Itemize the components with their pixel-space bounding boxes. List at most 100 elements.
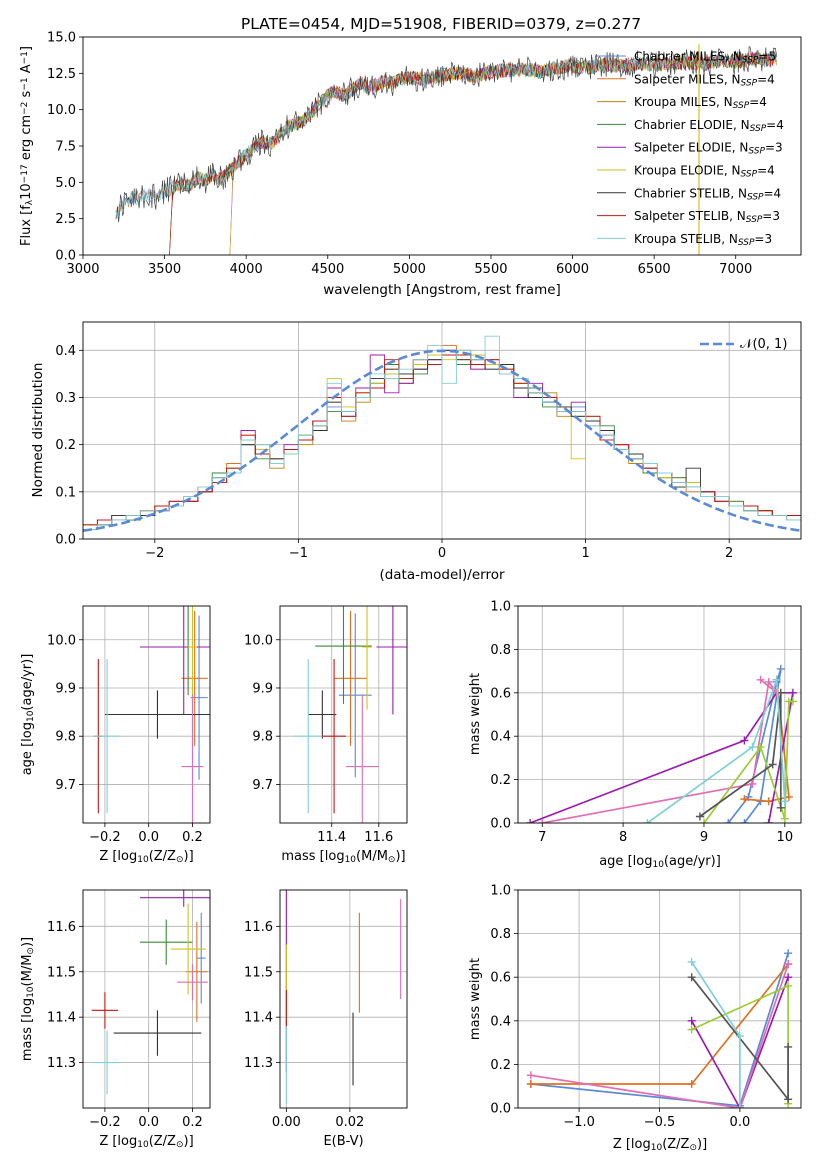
legend-label-part: =5 — [758, 50, 776, 64]
spectrum-line — [115, 52, 777, 220]
y-tick-label: 11.4 — [244, 1011, 273, 1026]
y-axis-label-part: age [log — [20, 722, 35, 775]
x-axis-label-part: Z [log — [99, 849, 137, 864]
x-tick-label: 0 — [438, 546, 446, 561]
x-tick-label: 7000 — [719, 262, 752, 277]
y-axis-label-part: −1 — [20, 77, 30, 90]
legend-label-part: =4 — [766, 118, 784, 132]
x-axis-label-part: ⊙ — [689, 1143, 697, 1153]
y-axis-label-part: −17 — [20, 164, 30, 183]
weight-marker — [724, 819, 733, 823]
weight-marker — [687, 1025, 696, 1034]
weight-marker — [538, 819, 547, 823]
y-tick-label: 0.0 — [55, 249, 76, 264]
x-axis-label-part: ⊙ — [388, 855, 396, 865]
weight-marker — [788, 697, 797, 706]
x-tick-label: −1.0 — [563, 1115, 595, 1130]
weight-marker — [643, 819, 652, 823]
plot-area — [83, 335, 801, 532]
weight-line — [530, 963, 789, 1108]
weight-marker — [784, 949, 793, 958]
plot-area — [526, 664, 797, 823]
x-axis-label-part: (Z/Z — [149, 1134, 176, 1149]
weight-marker — [780, 797, 789, 806]
y-tick-label: 0.4 — [55, 344, 76, 359]
y-tick-label: 0.8 — [490, 927, 511, 942]
weight-marker — [687, 957, 696, 966]
legend-label-part: =3 — [754, 232, 772, 246]
weight-marker — [695, 812, 704, 821]
y-tick-label: 1.0 — [490, 884, 511, 899]
y-axis-label: mass [log10(M/M⊙)] — [20, 937, 36, 1061]
legend-label: Salpeter ELODIE, NSSP=3 — [634, 141, 783, 157]
y-tick-label: 11.6 — [47, 920, 76, 935]
y-axis-label: mass weight — [468, 673, 483, 755]
y-tick-label: 0.8 — [490, 643, 511, 658]
mass-vs-metallicity-panel: −0.2 0.0 0.211.311.411.511.6Z [log10(Z/Z⊙)… — [20, 889, 211, 1150]
x-tick-label: 3000 — [66, 262, 99, 277]
y-tick-label: 0.4 — [490, 730, 511, 745]
weight-marker — [699, 819, 708, 823]
mass-vs-extinction-panel: 0.00 0.02 11.3 11.4 11.5 11.6 E(B-V) — [244, 889, 408, 1149]
legend-label-part: SSP — [738, 238, 755, 248]
y-tick-label: 12.5 — [47, 67, 76, 82]
y-axis-label-part: (M/M — [20, 955, 35, 987]
x-axis-label-part: (Z/Z — [662, 1137, 689, 1152]
weight-marker — [735, 1104, 744, 1108]
y-tick-label: 0.2 — [55, 438, 76, 453]
x-tick-label: 2 — [725, 546, 733, 561]
y-tick-label: 9.7 — [55, 778, 76, 793]
weight-marker — [784, 973, 793, 982]
legend-label-part: =4 — [749, 95, 767, 109]
x-tick-label: 0.00 — [272, 1115, 301, 1130]
x-tick-label: 4500 — [311, 262, 344, 277]
weight-marker — [764, 677, 773, 686]
legend-label-part: =4 — [764, 186, 782, 200]
y-tick-label: 0.0 — [55, 533, 76, 548]
weight-marker — [687, 1016, 696, 1025]
x-axis-label: wavelength [Angstrom, rest frame] — [323, 282, 561, 298]
y-tick-label: 10.0 — [47, 103, 76, 118]
y-axis-label-part: A — [19, 64, 34, 77]
x-tick-label: −1 — [289, 546, 308, 561]
legend-label: Chabrier MILES, NSSP=5 — [634, 50, 776, 66]
x-axis-label-part: 10 — [137, 855, 149, 865]
x-tick-label: −0.2 — [89, 830, 121, 845]
x-axis-label: age [log10(age/yr)] — [599, 854, 721, 870]
y-tick-label: 9.8 — [55, 730, 76, 745]
weight-marker — [776, 803, 785, 812]
age-vs-metallicity-panel: −0.2 0.0 0.29.79.89.910.0Z [log10(Z/Z⊙)]ag… — [20, 605, 211, 865]
x-axis-label-part: )] — [395, 849, 405, 864]
y-tick-label: 5.0 — [55, 176, 76, 191]
x-axis-label-part: 10 — [652, 860, 664, 870]
y-tick-label: 11.5 — [244, 965, 273, 980]
plot-area — [115, 44, 777, 255]
weight-marker — [788, 688, 797, 697]
weight-marker — [735, 1032, 744, 1041]
y-tick-label: 1.0 — [490, 600, 511, 615]
legend-label-part: Chabrier ELODIE, N — [634, 118, 750, 132]
spectrum-panel: 3000 3500 4000 4500 5000 5500 6000 6500 7000 0.0 2… — [19, 31, 802, 298]
weight-marker — [748, 743, 757, 752]
x-axis-label-part: )] — [697, 1137, 707, 1152]
y-axis-label-part: (age/yr)] — [20, 654, 35, 711]
weight-marker — [784, 981, 793, 990]
x-axis-label: mass [log10(M/M⊙)] — [281, 849, 405, 865]
x-axis-label-part: )] — [184, 849, 194, 864]
y-tick-label: 10.0 — [244, 633, 273, 648]
y-tick-label: 0.1 — [55, 485, 76, 500]
y-tick-label: 10.0 — [47, 633, 76, 648]
weight-marker — [740, 819, 749, 823]
y-axis-label-part: −1 — [20, 51, 30, 64]
x-tick-label: 6500 — [638, 262, 671, 277]
figure-title: PLATE=0454, MJD=51908, FIBERID=0379, z=0… — [241, 15, 641, 33]
weight-marker — [784, 1095, 793, 1104]
weight-marker — [756, 743, 765, 752]
legend-label-part: SSP — [733, 101, 750, 111]
weight-marker — [784, 960, 793, 969]
y-axis-label-part: 10 — [19, 183, 34, 200]
legend-label-part: =4 — [757, 164, 775, 178]
residual-panel: −2 −1 0 1 2 0.0 0.1 0.2 0.3 0.4 𝒩(0, 1) (data-model… — [30, 321, 802, 583]
y-tick-label: 0.2 — [490, 1058, 511, 1073]
legend-label-part: Chabrier STELIB, N — [634, 186, 747, 200]
